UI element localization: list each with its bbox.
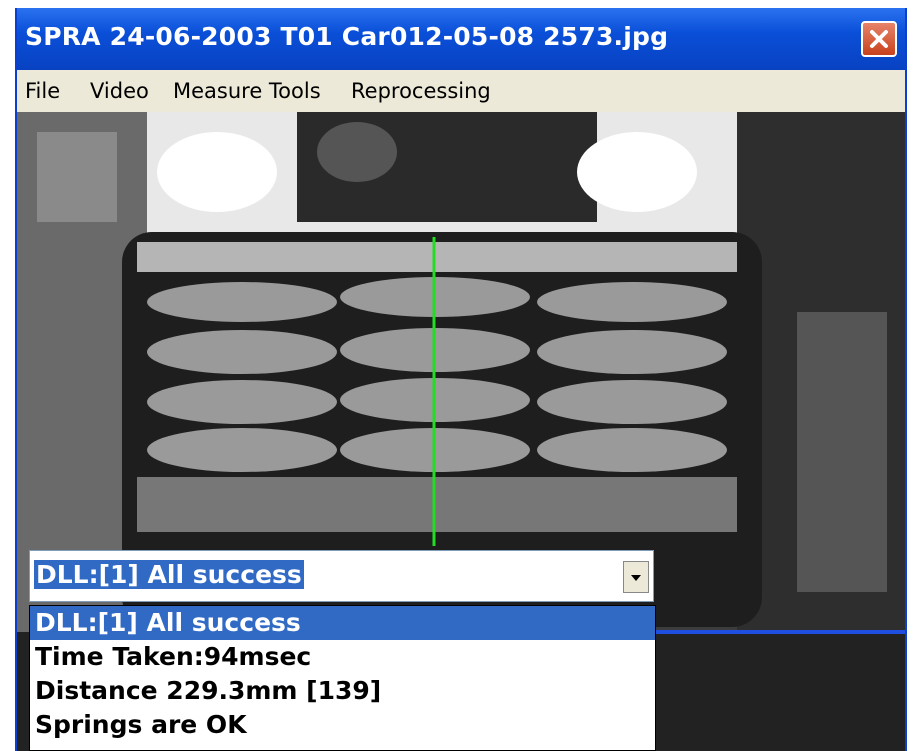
dropdown-arrow [624, 562, 648, 592]
dropdown-button[interactable] [623, 561, 649, 593]
list-item[interactable]: Distance 229.3mm [139] [30, 674, 655, 708]
page: SPRA 24-06-2003 T01 Car012-05-08 2573.jp… [0, 0, 913, 751]
list-item[interactable]: DLL:[1] All success [30, 606, 655, 640]
close-button[interactable] [861, 21, 897, 57]
close-icon [863, 23, 895, 55]
menu-item[interactable]: Measure Tools [173, 79, 321, 103]
window-title: SPRA 24-06-2003 T01 Car012-05-08 2573.jp… [25, 22, 668, 51]
combo-selected: DLL:[1] All success [34, 560, 304, 589]
menu-item[interactable]: Video [90, 79, 149, 103]
window: SPRA 24-06-2003 T01 Car012-05-08 2573.jp… [15, 8, 907, 751]
title-bar: SPRA 24-06-2003 T01 Car012-05-08 2573.jp… [17, 8, 905, 70]
status-combobox[interactable]: DLL:[1] All success [29, 550, 654, 602]
menu-item[interactable]: Reprocessing [351, 79, 491, 103]
menu-item[interactable]: File [25, 79, 60, 103]
list-item[interactable]: Springs are OK [30, 708, 655, 742]
menu-bar: File Video Measure Tools Reprocessing [17, 70, 905, 112]
list-item[interactable]: Time Taken:94msec [30, 640, 655, 674]
